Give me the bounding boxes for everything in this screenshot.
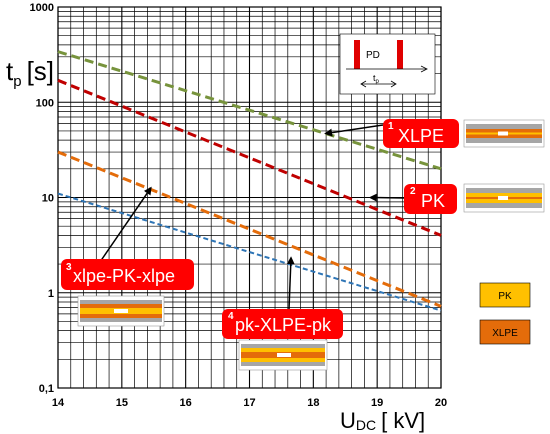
callout-pk-number: 2: [410, 186, 416, 197]
pd-pulse-2: [397, 40, 403, 69]
callout-arrow-pk: [368, 193, 405, 202]
callout-pk: 2 PK: [404, 184, 457, 214]
series-line-pk: [57, 78, 442, 237]
legend-label-pk: PK: [498, 291, 512, 302]
x-axis-title: UDC [ kV]: [340, 408, 425, 433]
x-tick-label: 14: [52, 397, 65, 409]
pd-pulse-1: [354, 40, 360, 69]
series-line-xlpe-pk-xlpe: [57, 150, 442, 308]
callout-arrow-xlpe-pk-xlpe: [99, 186, 152, 263]
callout-arrow-xlpe: [324, 124, 384, 137]
legend-swatch-pk: PK: [479, 282, 531, 308]
callout-pk-xlpe-pk-label: pk-XLPE-pk: [235, 315, 332, 335]
x-tick-label: 19: [371, 397, 383, 409]
x-axis-subscript: DC: [356, 417, 376, 433]
y-tick-label: 100: [36, 97, 54, 109]
y-axis-title: tp [s]: [6, 56, 54, 90]
y-tick-label: 0,1: [39, 383, 54, 395]
x-axis-unit: [ kV]: [381, 408, 425, 433]
legend-label-xlpe: XLPE: [492, 328, 518, 339]
x-tick-label: 18: [307, 397, 319, 409]
y-axis-unit: [s]: [27, 56, 54, 86]
x-tick-label: 20: [435, 397, 447, 409]
y-axis-symbol: t: [6, 56, 14, 86]
callout-arrows: [99, 124, 405, 310]
tp-label: tp: [373, 73, 380, 85]
callout-xlpe: 1 XLPE: [383, 119, 459, 148]
x-axis-symbol: U: [340, 408, 356, 433]
series-lines: [57, 50, 442, 312]
x-tick-label: 16: [180, 397, 192, 409]
y-tick-label: 1: [48, 288, 54, 300]
cable-image-pk-xlpe-pk: [238, 339, 328, 371]
cable-image-xlpe: [463, 119, 545, 148]
series-line-xlpe: [57, 50, 442, 171]
cable-image-pk: [463, 183, 545, 213]
series-line-pk-xlpe-pk: [57, 192, 442, 312]
x-tick-label: 17: [243, 397, 255, 409]
callout-xlpe-pk-xlpe-label: xlpe-PK-xlpe: [73, 266, 175, 286]
callout-pk-xlpe-pk-number: 4: [228, 311, 234, 322]
legend-swatch-xlpe: XLPE: [479, 319, 531, 345]
x-tick-label: 15: [116, 397, 128, 409]
callout-arrow-pk-xlpe-pk: [286, 256, 295, 310]
callout-xlpe-pk-xlpe-number: 3: [66, 262, 72, 273]
cable-image-xlpe-pk-xlpe: [77, 295, 165, 327]
callout-xlpe-label: XLPE: [398, 126, 444, 146]
y-axis-subscript: p: [13, 73, 21, 90]
callout-xlpe-pk-xlpe: 3 xlpe-PK-xlpe: [61, 259, 194, 290]
callout-pk-xlpe-pk: 4 pk-XLPE-pk: [222, 309, 343, 339]
pd-label: PD: [366, 50, 380, 61]
y-tick-label: 10: [42, 193, 54, 205]
y-tick-label: 1000: [30, 2, 54, 14]
callout-xlpe-number: 1: [388, 121, 394, 132]
callout-pk-label: PK: [421, 191, 445, 211]
pd-pulse-inset: PD tp: [339, 33, 436, 95]
